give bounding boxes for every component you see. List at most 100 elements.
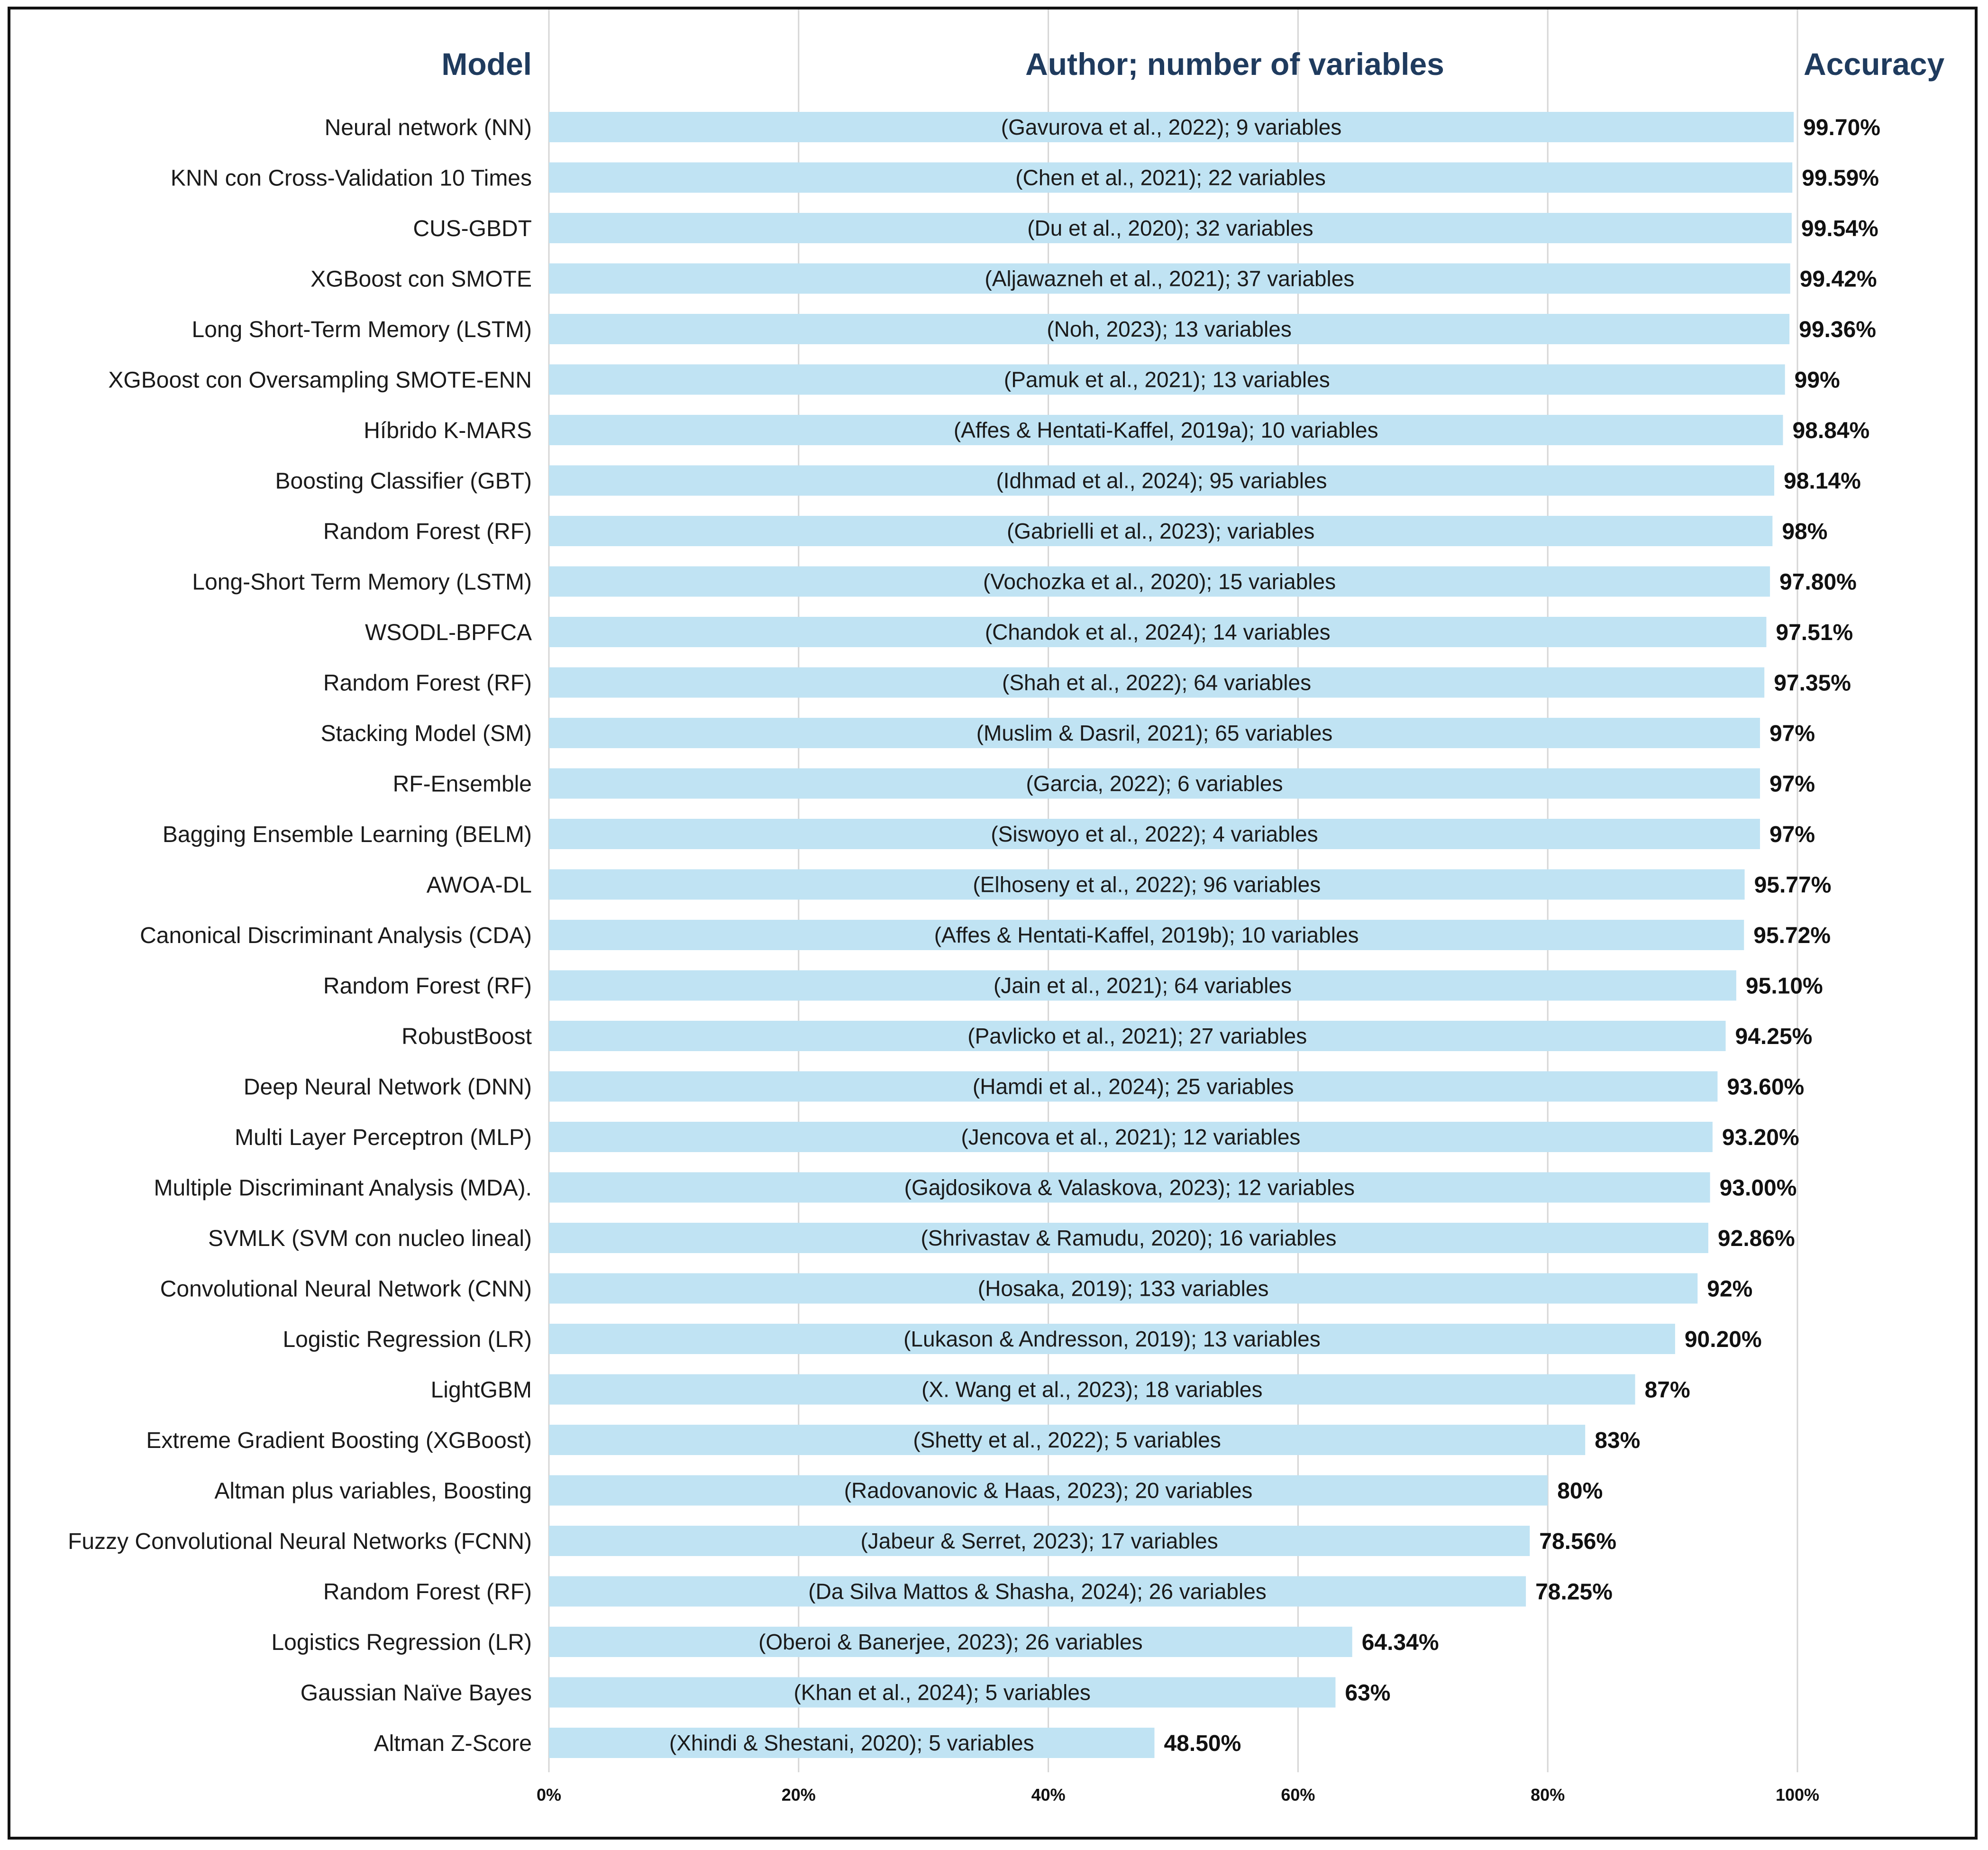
author-label: (Shrivastav & Ramudu, 2020); 16 variable… xyxy=(921,1226,1336,1250)
value-label: 97.51% xyxy=(1776,620,1853,645)
bar xyxy=(549,1374,1635,1405)
model-label: Bagging Ensemble Learning (BELM) xyxy=(163,822,532,847)
author-label: (Lukason & Andresson, 2019); 13 variable… xyxy=(903,1327,1321,1351)
value-label: 80% xyxy=(1557,1479,1603,1504)
author-label: (X. Wang et al., 2023); 18 variables xyxy=(921,1377,1262,1402)
author-label: (Jencova et al., 2021); 12 variables xyxy=(961,1125,1300,1149)
bar xyxy=(549,1021,1726,1051)
bar xyxy=(549,819,1760,849)
bar xyxy=(549,1677,1336,1708)
author-label: (Pamuk et al., 2021); 13 variables xyxy=(1004,367,1330,392)
author-label: (Gajdosikova & Valaskova, 2023); 12 vari… xyxy=(904,1175,1355,1200)
value-label: 99% xyxy=(1795,368,1840,393)
model-label: Random Forest (RF) xyxy=(323,671,532,696)
author-label: (Chandok et al., 2024); 14 variables xyxy=(985,620,1331,644)
model-label: XGBoost con Oversampling SMOTE-ENN xyxy=(108,368,532,393)
header-author: Author; number of variables xyxy=(1025,46,1444,82)
author-label: (Muslim & Dasril, 2021); 65 variables xyxy=(976,721,1333,745)
value-label: 99.42% xyxy=(1800,267,1877,292)
author-label: (Shah et al., 2022); 64 variables xyxy=(1002,670,1311,695)
model-label: Long-Short Term Memory (LSTM) xyxy=(192,570,532,595)
model-label: Canonical Discriminant Analysis (CDA) xyxy=(140,923,532,948)
value-label: 87% xyxy=(1645,1378,1690,1403)
author-label: (Gavurova et al., 2022); 9 variables xyxy=(1001,115,1341,139)
bar xyxy=(549,112,1794,142)
model-label: Híbrido K-MARS xyxy=(364,418,532,443)
author-label: (Affes & Hentati-Kaffel, 2019a); 10 vari… xyxy=(954,418,1378,442)
bar xyxy=(549,768,1760,799)
model-label: Boosting Classifier (GBT) xyxy=(275,469,532,494)
bar xyxy=(549,162,1793,193)
bar xyxy=(549,314,1790,344)
chart-frame: 0% 20% 40% 60% 80% 100% Neural network (NN) (Ga… xyxy=(8,7,1978,1840)
value-label: 90.20% xyxy=(1685,1327,1762,1352)
author-label: (Vochozka et al., 2020); 15 variables xyxy=(983,569,1336,594)
author-label: (Idhmad et al., 2024); 95 variables xyxy=(996,468,1327,493)
model-label: Long Short-Term Memory (LSTM) xyxy=(192,317,532,342)
model-label: Gaussian Naïve Bayes xyxy=(301,1681,532,1706)
author-label: (Jain et al., 2021); 64 variables xyxy=(994,973,1292,998)
model-label: CUS-GBDT xyxy=(413,216,532,241)
bar xyxy=(549,1576,1526,1607)
value-label: 92% xyxy=(1707,1277,1752,1302)
author-label: (Oberoi & Banerjee, 2023); 26 variables xyxy=(758,1630,1143,1654)
bar xyxy=(549,1324,1675,1354)
author-label: (Pavlicko et al., 2021); 27 variables xyxy=(967,1024,1307,1048)
bar xyxy=(549,516,1773,546)
value-label: 95.77% xyxy=(1754,873,1832,898)
bar xyxy=(549,1172,1710,1203)
value-label: 93.60% xyxy=(1727,1075,1804,1100)
author-label: (Da Silva Mattos & Shasha, 2024); 26 var… xyxy=(808,1579,1267,1604)
model-label: AWOA-DL xyxy=(427,873,532,898)
bar xyxy=(549,970,1736,1001)
x-tick-label: 0% xyxy=(537,1785,561,1804)
author-label: (Hosaka, 2019); 133 variables xyxy=(978,1276,1269,1301)
author-label: (Affes & Hentati-Kaffel, 2019b); 10 vari… xyxy=(934,923,1359,947)
model-label: Neural network (NN) xyxy=(325,115,532,140)
author-label: (Hamdi et al., 2024); 25 variables xyxy=(973,1074,1294,1099)
author-label: (Jabeur & Serret, 2023); 17 variables xyxy=(860,1529,1218,1553)
author-label: (Xhindi & Shestani, 2020); 5 variables xyxy=(669,1731,1034,1755)
value-label: 93.20% xyxy=(1722,1125,1799,1150)
value-label: 97.80% xyxy=(1779,570,1857,595)
value-label: 94.25% xyxy=(1735,1024,1813,1049)
value-label: 48.50% xyxy=(1164,1731,1241,1756)
bars xyxy=(549,112,1794,1758)
bar xyxy=(549,1425,1586,1455)
value-label: 78.25% xyxy=(1535,1580,1613,1605)
model-label: Logistics Regression (LR) xyxy=(271,1630,532,1655)
model-label: Convolutional Neural Network (CNN) xyxy=(160,1277,532,1302)
bar xyxy=(549,213,1792,243)
author-label: (Elhoseny et al., 2022); 96 variables xyxy=(973,872,1321,897)
value-label: 99.59% xyxy=(1802,166,1879,191)
model-label: Deep Neural Network (DNN) xyxy=(244,1075,532,1100)
bar xyxy=(549,1728,1155,1758)
x-tick-label: 60% xyxy=(1281,1785,1315,1804)
value-label: 98.14% xyxy=(1784,469,1861,494)
model-label: KNN con Cross-Validation 10 Times xyxy=(171,166,532,191)
x-tick-label: 80% xyxy=(1531,1785,1565,1804)
value-label: 97% xyxy=(1769,822,1815,847)
value-label: 83% xyxy=(1595,1428,1640,1453)
model-label: Multiple Discriminant Analysis (MDA). xyxy=(154,1176,532,1201)
model-label: Random Forest (RF) xyxy=(323,1580,532,1605)
model-label: SVMLK (SVM con nucleo lineal) xyxy=(208,1226,532,1251)
bar xyxy=(549,869,1745,900)
author-label: (Noh, 2023); 13 variables xyxy=(1047,317,1292,341)
value-label: 95.10% xyxy=(1746,974,1823,999)
model-label: Logistic Regression (LR) xyxy=(283,1327,532,1352)
model-label: WSODL-BPFCA xyxy=(365,620,532,645)
author-label: (Aljawazneh et al., 2021); 37 variables xyxy=(985,266,1354,291)
bar xyxy=(549,1071,1718,1102)
bar xyxy=(549,263,1790,294)
bar xyxy=(549,1627,1352,1657)
author-label: (Shetty et al., 2022); 5 variables xyxy=(913,1428,1221,1452)
model-label: Extreme Gradient Boosting (XGBoost) xyxy=(146,1428,532,1453)
bar xyxy=(549,1273,1698,1304)
model-label: LightGBM xyxy=(431,1378,532,1403)
value-label: 97% xyxy=(1769,772,1815,797)
author-label: (Siswoyo et al., 2022); 4 variables xyxy=(991,822,1318,846)
value-label: 92.86% xyxy=(1718,1226,1795,1251)
value-label: 98% xyxy=(1782,519,1827,544)
bar xyxy=(549,415,1783,445)
